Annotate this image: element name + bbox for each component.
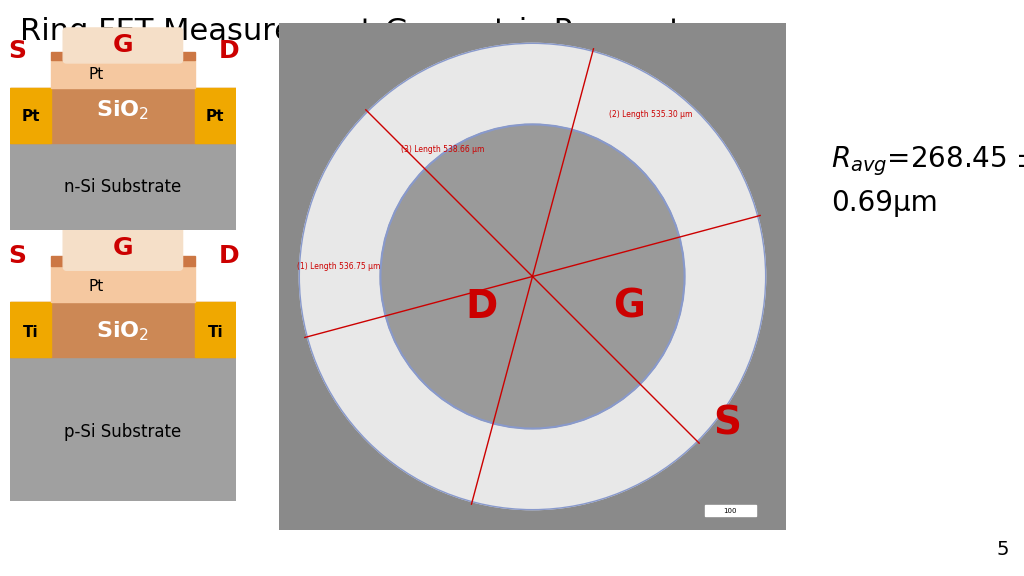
Bar [179, 52, 195, 60]
Text: D: D [218, 39, 239, 63]
Bar [51, 256, 67, 266]
Bar [51, 52, 67, 60]
FancyBboxPatch shape [63, 226, 182, 270]
Text: $R_{avg}$=268.45 ±
0.69μm: $R_{avg}$=268.45 ± 0.69μm [831, 144, 1024, 217]
Text: S: S [714, 404, 741, 442]
Bar [195, 88, 236, 143]
FancyBboxPatch shape [63, 28, 182, 63]
Text: D: D [466, 288, 498, 326]
Bar [10, 143, 236, 230]
Text: SiO$_2$: SiO$_2$ [96, 98, 150, 122]
Text: 100: 100 [723, 508, 737, 514]
Text: Pt: Pt [206, 109, 224, 124]
Text: (1) Length 536.75 μm: (1) Length 536.75 μm [297, 262, 380, 271]
Bar [51, 266, 195, 302]
Bar [51, 60, 195, 88]
Text: D: D [218, 244, 239, 268]
Bar [10, 88, 51, 143]
Text: G: G [612, 288, 645, 326]
Text: (3) Length 538.66 μm: (3) Length 538.66 μm [400, 145, 484, 154]
Text: p-Si Substrate: p-Si Substrate [65, 423, 181, 441]
Text: (2) Length 535.30 μm: (2) Length 535.30 μm [608, 110, 692, 119]
Text: G: G [113, 236, 133, 260]
Bar [705, 505, 756, 516]
Text: Ti: Ti [23, 325, 38, 340]
Circle shape [299, 43, 766, 510]
Text: Pt: Pt [88, 67, 103, 82]
Bar [10, 302, 51, 357]
Bar [10, 302, 236, 357]
Circle shape [381, 124, 685, 429]
Text: Ring FET Measurement-Geometric Parameters: Ring FET Measurement-Geometric Parameter… [20, 17, 729, 46]
Text: S: S [8, 244, 26, 268]
Bar [195, 302, 236, 357]
Text: n-Si Substrate: n-Si Substrate [65, 177, 181, 196]
Text: SiO$_2$: SiO$_2$ [96, 319, 150, 343]
Bar [10, 88, 236, 143]
Text: 5: 5 [996, 540, 1009, 559]
Bar [10, 357, 236, 501]
Bar [179, 256, 195, 266]
Text: G: G [113, 33, 133, 58]
Text: Pt: Pt [22, 109, 40, 124]
Text: Pt: Pt [88, 279, 103, 294]
Text: S: S [8, 39, 26, 63]
Text: Ti: Ti [208, 325, 223, 340]
